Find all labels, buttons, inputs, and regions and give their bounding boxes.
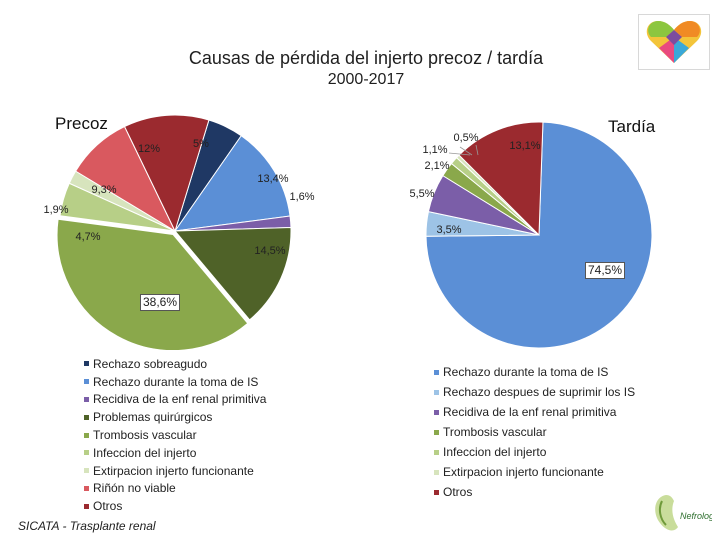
precoz-legend-swatch (84, 361, 89, 366)
precoz-legend-label: Rechazo sobreagudo (93, 357, 207, 371)
precoz-legend-item: Otros (84, 497, 266, 515)
precoz-legend-item: Extirpacion injerto funcionante (84, 462, 266, 480)
precoz-legend-swatch (84, 450, 89, 455)
precoz-legend-item: Rechazo sobreagudo (84, 355, 266, 373)
precoz-legend-label: Extirpacion injerto funcionante (93, 464, 254, 478)
precoz-legend-label: Recidiva de la enf renal primitiva (93, 392, 266, 406)
precoz-legend-swatch (84, 468, 89, 473)
precoz-data-label-rechazo-sobreagudo: 5% (193, 138, 209, 150)
tardia-legend-label: Rechazo despues de suprimir los IS (443, 385, 635, 399)
tardia-legend-label: Rechazo durante la toma de IS (443, 365, 608, 379)
tardia-data-label-rechazo-despues-de-suprimir-los-is: 3,5% (436, 224, 461, 236)
tardia-legend-item: Infeccion del injerto (434, 442, 635, 462)
tardia-legend-item: Trombosis vascular (434, 422, 635, 442)
precoz-legend-item: Riñón no viable (84, 480, 266, 498)
nefrologia-logo: Nefrología (648, 491, 712, 537)
tardia-legend-swatch (434, 370, 439, 375)
tardia-legend-swatch (434, 390, 439, 395)
precoz-legend-label: Rechazo durante la toma de IS (93, 375, 258, 389)
precoz-legend-swatch (84, 415, 89, 420)
precoz-data-label-problemas-quirurgicos: 14,5% (254, 245, 285, 257)
tardia-legend-label: Recidiva de la enf renal primitiva (443, 405, 616, 419)
precoz-legend-item: Problemas quirúrgicos (84, 408, 266, 426)
source-note: SICATA - Trasplante renal (18, 519, 156, 533)
precoz-legend-swatch (84, 379, 89, 384)
tardia-legend-label: Infeccion del injerto (443, 445, 546, 459)
precoz-legend-label: Otros (93, 499, 122, 513)
tardia-legend-label: Trombosis vascular (443, 425, 547, 439)
precoz-legend-swatch (84, 397, 89, 402)
precoz-legend-label: Infeccion del injerto (93, 446, 196, 460)
tardia-legend-item: Recidiva de la enf renal primitiva (434, 402, 635, 422)
precoz-legend-label: Problemas quirúrgicos (93, 410, 212, 424)
tardia-legend-swatch (434, 410, 439, 415)
tardia-legend-label: Otros (443, 485, 472, 499)
tardia-data-label-infeccion-del-injerto: 1,1% (422, 144, 447, 156)
tardia-data-label-rechazo-durante-la-toma-de-is: 74,5% (585, 262, 625, 279)
tardia-legend-item: Extirpacion injerto funcionante (434, 462, 635, 482)
precoz-legend-label: Riñón no viable (93, 481, 176, 495)
precoz-legend-swatch (84, 504, 89, 509)
precoz-data-label-trombosis-vascular: 38,6% (140, 294, 180, 311)
precoz-legend-item: Rechazo durante la toma de IS (84, 373, 266, 391)
precoz-data-label-extirpacion-injerto-funcionante: 1,9% (43, 204, 68, 216)
tardia-legend-item: Rechazo despues de suprimir los IS (434, 382, 635, 402)
precoz-legend: Rechazo sobreagudo Rechazo durante la tom… (84, 355, 266, 515)
tardia-legend-swatch (434, 470, 439, 475)
tardia-legend-label: Extirpacion injerto funcionante (443, 465, 604, 479)
precoz-legend-swatch (84, 486, 89, 491)
heart-logo-icon (638, 14, 710, 70)
tardia-data-label-otros: 13,1% (509, 140, 540, 152)
precoz-legend-label: Trombosis vascular (93, 428, 197, 442)
precoz-data-label-recidiva-de-la-enf-renal-primitiva: 1,6% (289, 191, 314, 203)
tardia-data-label-trombosis-vascular: 2,1% (424, 160, 449, 172)
tardia-data-label-recidiva-de-la-enf-renal-primitiva: 5,5% (409, 188, 434, 200)
precoz-data-label-otros: 12% (138, 143, 160, 155)
precoz-legend-item: Trombosis vascular (84, 426, 266, 444)
tardia-legend-swatch (434, 450, 439, 455)
nefrologia-logo-text: Nefrología (680, 511, 712, 521)
precoz-legend-item: Recidiva de la enf renal primitiva (84, 391, 266, 409)
tardia-legend-item: Rechazo durante la toma de IS (434, 362, 635, 382)
tardia-legend: Rechazo durante la toma de IS Rechazo des… (434, 362, 635, 502)
precoz-legend-item: Infeccion del injerto (84, 444, 266, 462)
precoz-data-label-rinon-no-viable: 9,3% (91, 184, 116, 196)
tardia-data-label-extirpacion-injerto-funcionante: 0,5% (453, 132, 478, 144)
precoz-data-label-infeccion-del-injerto: 4,7% (75, 231, 100, 243)
tardia-legend-swatch (434, 430, 439, 435)
precoz-data-label-rechazo-durante-la-toma-de-is: 13,4% (257, 173, 288, 185)
tardia-legend-swatch (434, 490, 439, 495)
precoz-legend-swatch (84, 433, 89, 438)
tardia-legend-item: Otros (434, 482, 635, 502)
